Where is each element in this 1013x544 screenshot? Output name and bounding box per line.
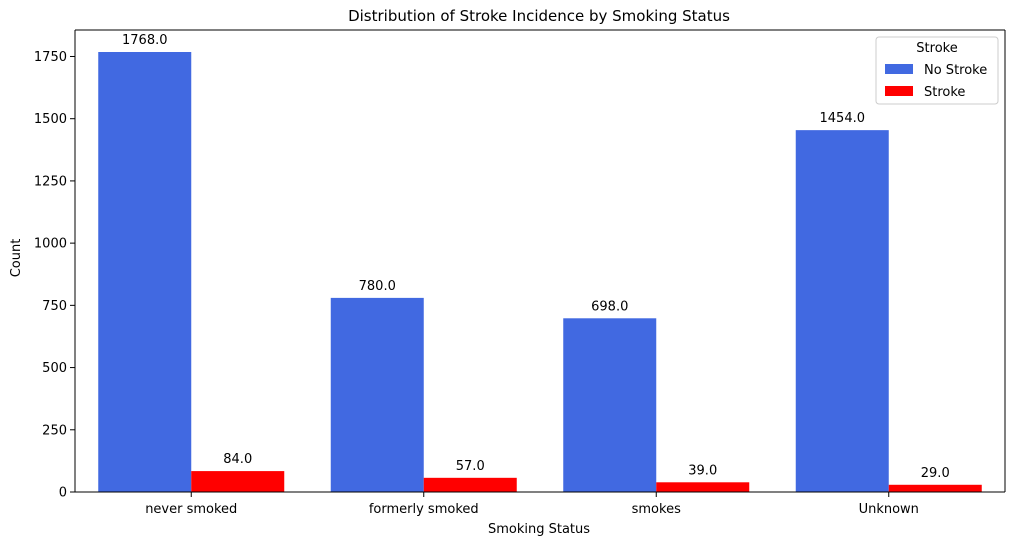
bar-no-stroke-0 [98, 52, 192, 492]
y-tick-label: 1250 [34, 174, 67, 189]
y-tick-label: 0 [59, 486, 67, 501]
data-label: 39.0 [688, 463, 717, 478]
data-label: 57.0 [456, 459, 485, 474]
data-label: 780.0 [359, 279, 396, 294]
legend-title: Stroke [916, 41, 957, 56]
legend: Stroke No Stroke Stroke [875, 36, 999, 105]
bar-stroke-2 [656, 482, 750, 492]
y-tick-label: 1750 [34, 50, 67, 65]
bar-no-stroke-1 [330, 297, 424, 492]
x-tick-label: formerly smoked [369, 502, 479, 517]
y-tick-label: 250 [42, 423, 67, 438]
bar-stroke-0 [191, 471, 285, 492]
y-tick-label: 1000 [34, 237, 67, 252]
y-axis-label: Count [9, 239, 24, 278]
data-label: 29.0 [921, 466, 950, 481]
bar-stroke-3 [888, 484, 982, 492]
y-tick-label: 750 [42, 299, 67, 314]
y-tick-label: 1500 [34, 112, 67, 127]
plot-area: 1768.0 780.0 698.0 1454.0 84.0 57.0 39.0 29.0 0 2… [34, 29, 1006, 517]
y-tick-label: 500 [42, 361, 67, 376]
bar-stroke-1 [423, 477, 517, 492]
data-label: 698.0 [591, 299, 628, 314]
legend-swatch-stroke [885, 86, 913, 96]
bar-no-stroke-2 [563, 318, 657, 492]
chart-title: Distribution of Stroke Incidence by Smok… [348, 7, 730, 25]
data-label: 1454.0 [820, 111, 866, 126]
legend-swatch-no-stroke [885, 64, 913, 74]
bar-no-stroke-3 [795, 130, 889, 493]
data-label: 84.0 [223, 452, 252, 467]
legend-entry: No Stroke [924, 63, 987, 78]
x-tick-label: never smoked [145, 502, 237, 517]
x-tick-label: Unknown [859, 502, 919, 517]
legend-entry: Stroke [924, 85, 965, 100]
x-axis-label: Smoking Status [488, 522, 590, 537]
x-tick-label: smokes [632, 502, 681, 517]
data-label: 1768.0 [122, 33, 168, 48]
